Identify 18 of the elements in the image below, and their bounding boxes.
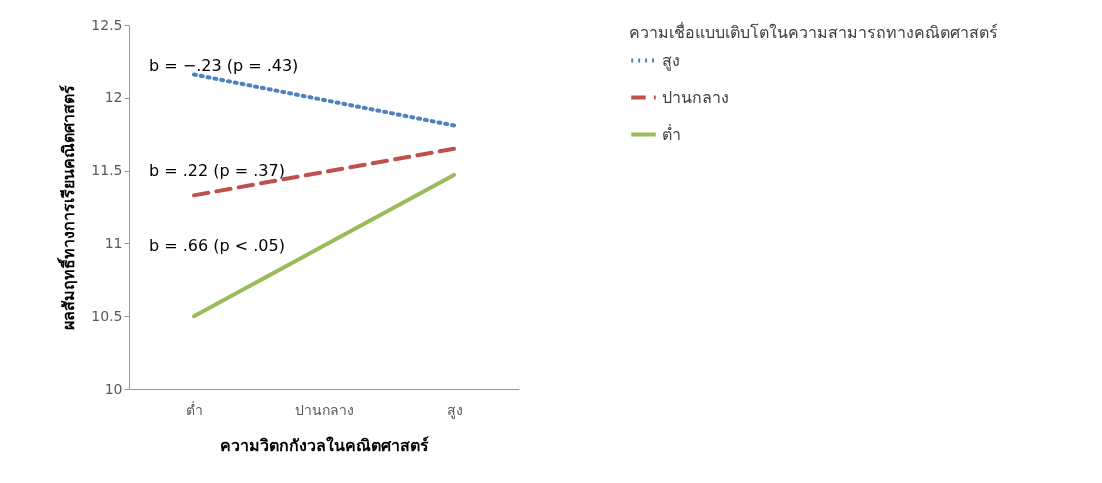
y-tick-label: 10	[104, 380, 123, 397]
y-tick-label: 12	[104, 89, 123, 106]
y-tick-label: 11	[104, 234, 123, 251]
annotation: b = .66 (p < .05)	[149, 236, 285, 255]
legend-label: ปานกลาง	[662, 87, 729, 107]
legend-label: ต่ำ	[662, 122, 681, 144]
y-tick-label: 10.5	[91, 307, 123, 324]
x-tick-label: ต่ำ	[186, 400, 203, 418]
y-tick-label: 12.5	[91, 16, 123, 33]
annotation: b = −.23 (p = .43)	[149, 56, 299, 75]
annotation: b = .22 (p = .37)	[149, 161, 285, 180]
legend-title: ความเชื่อแบบเติบโตในความสามารถทางคณิตศาสตร์	[629, 21, 998, 42]
x-tick-label: ปานกลาง	[295, 401, 354, 418]
legend-label: สูง	[662, 50, 680, 71]
y-tick-label: 11.5	[91, 162, 123, 179]
y-axis-title: ผลสัมฤทธิ์ทางการเรียนคณิตศาสตร์	[57, 85, 79, 330]
x-tick-label: สูง	[446, 401, 463, 419]
x-axis-title: ความวิตกกังวลในคณิตศาสตร์	[220, 435, 429, 455]
